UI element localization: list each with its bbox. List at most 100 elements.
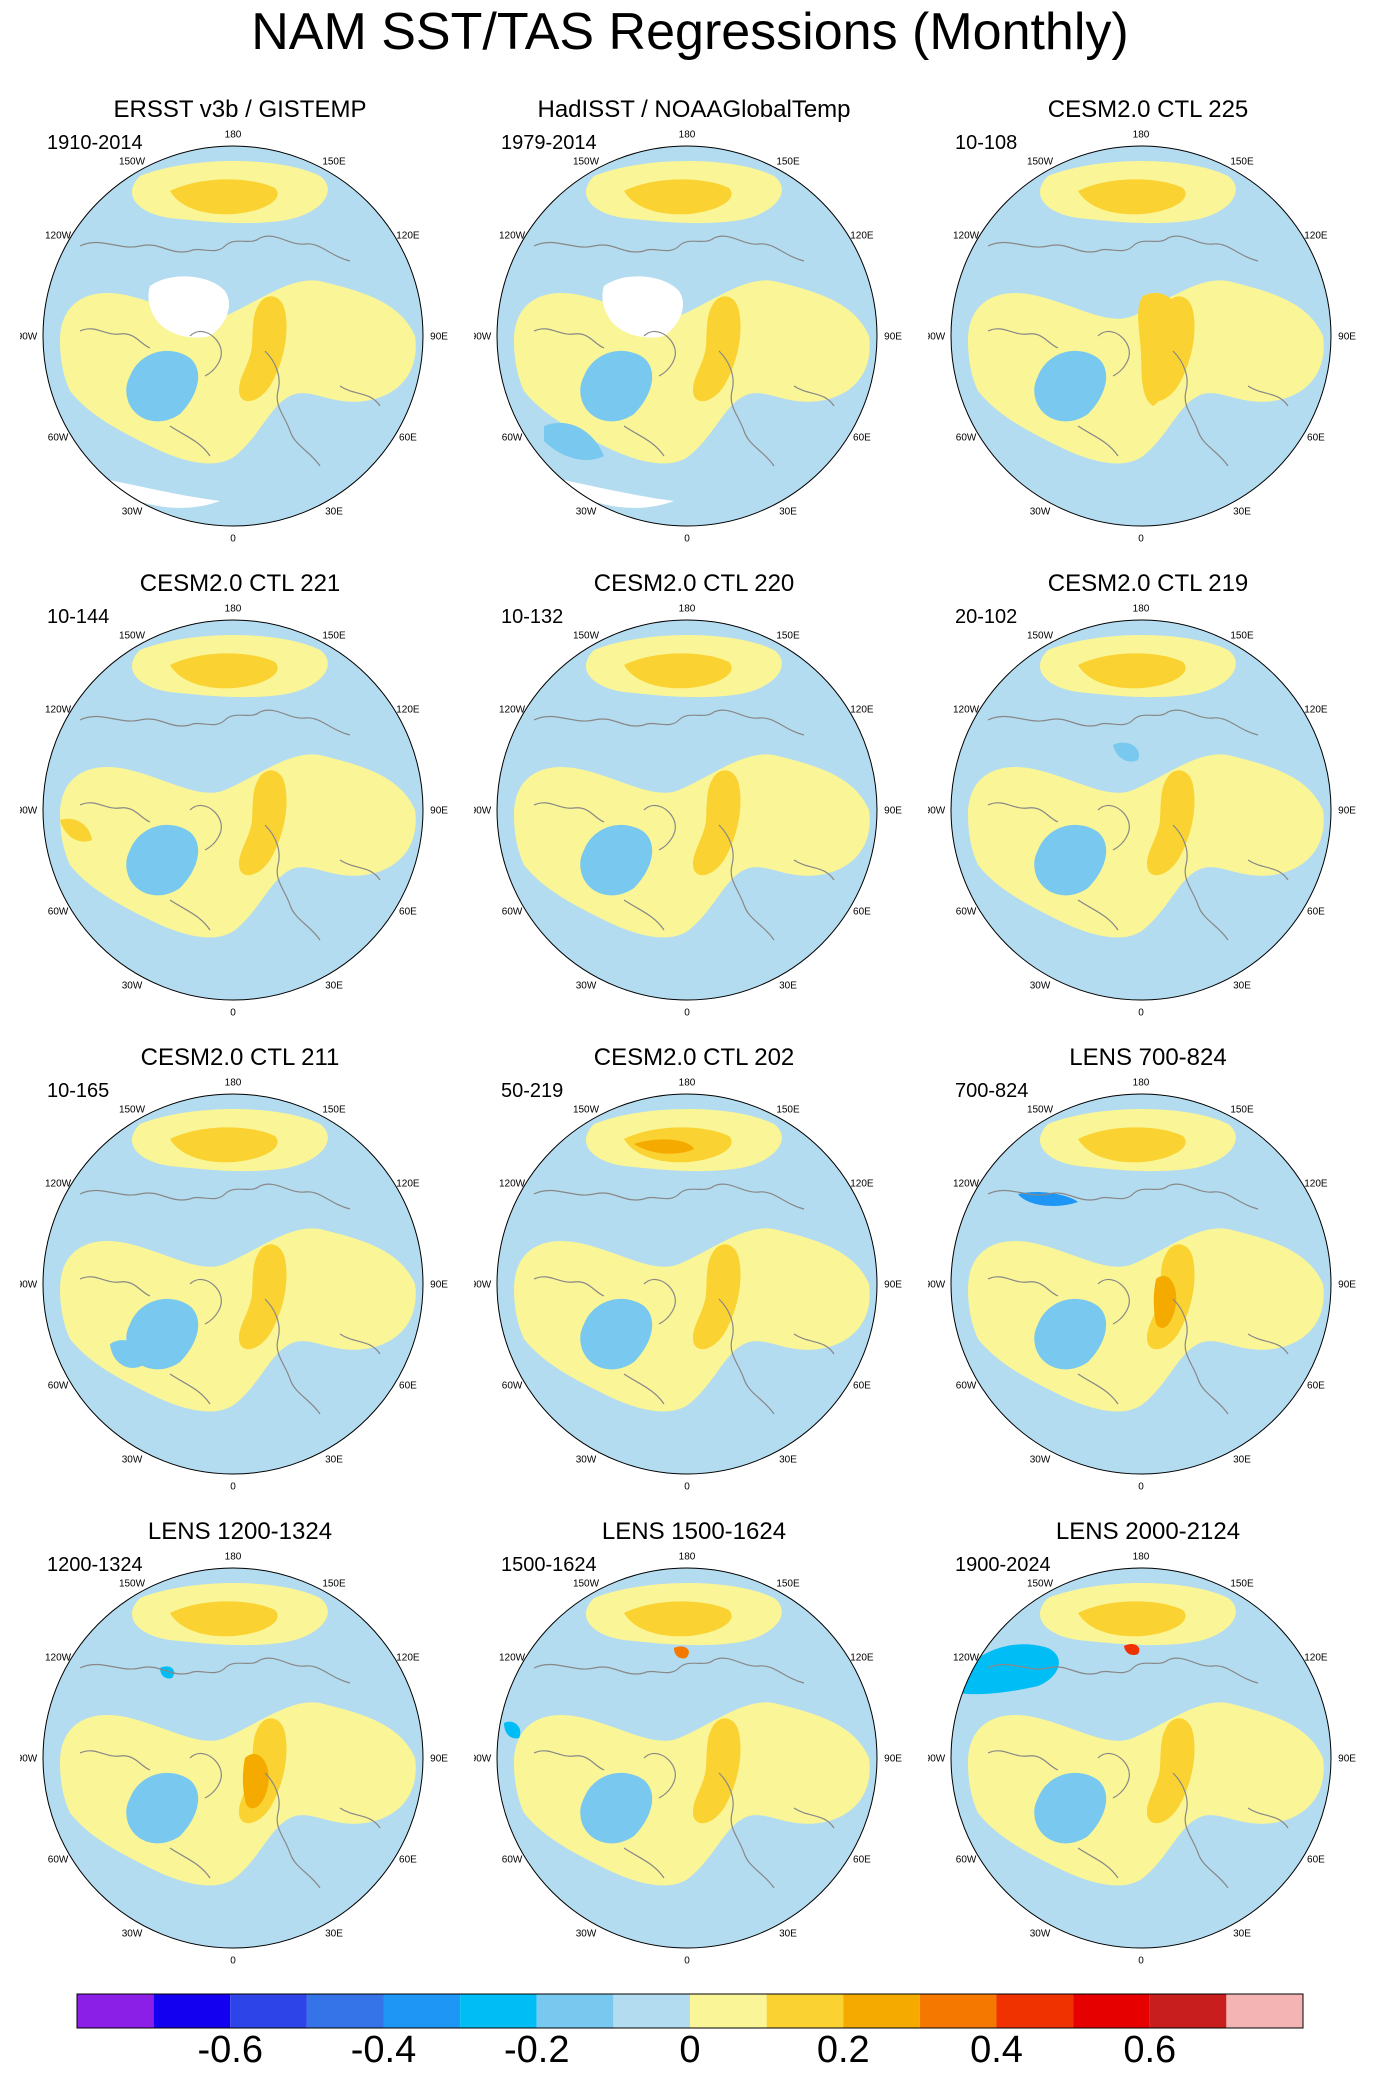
map-border	[496, 619, 878, 1001]
polar-map: 180 150E 120E 90E 60E 30E 0 30W 60W 90W 120W 150W	[928, 1078, 1356, 1493]
map-border	[42, 145, 424, 527]
map-border	[496, 145, 878, 527]
field-contour	[1146, 770, 1195, 876]
field-contour	[987, 725, 1098, 753]
longitude-label: 30W	[576, 1928, 597, 1939]
longitude-label: 150E	[322, 631, 346, 642]
longitude-label: 60W	[48, 1381, 69, 1392]
longitude-label: 120E	[850, 705, 874, 716]
longitude-label: 150W	[1027, 157, 1054, 168]
longitude-label: 150W	[573, 157, 600, 168]
panel-title: CESM2.0 CTL 225	[1047, 96, 1249, 123]
panel-period: 700-824	[955, 1080, 1029, 1102]
panel-title: CESM2.0 CTL 211	[140, 1044, 340, 1071]
map-panel: 180 150E 120E 90E 60E 30E 0 30W 60W 90W 120W 150W LE…	[20, 1518, 460, 1988]
field-contour	[126, 824, 199, 896]
colorbar-tick-label: -0.4	[350, 2029, 417, 2071]
field-contour	[1078, 653, 1186, 689]
longitude-label: 120E	[1304, 1179, 1328, 1190]
panel-period: 1200-1324	[47, 1554, 143, 1576]
longitude-label: 120E	[396, 705, 420, 716]
field-contour	[126, 350, 199, 422]
longitude-label: 120W	[45, 1179, 72, 1190]
longitude-label: 30W	[1030, 506, 1051, 517]
map-border	[950, 1093, 1332, 1475]
longitude-label: 120W	[499, 1179, 526, 1190]
field-contour	[1034, 1772, 1107, 1844]
field-contour	[60, 818, 92, 842]
map-border	[42, 619, 424, 1001]
longitude-label: 60E	[1307, 907, 1325, 918]
colorbar-swatch	[460, 1994, 537, 2028]
longitude-label: 120E	[850, 231, 874, 242]
field-contour	[79, 1673, 190, 1701]
field-contour	[580, 1298, 653, 1370]
longitude-label: 90W	[474, 1280, 492, 1291]
longitude-label: 90W	[474, 806, 492, 817]
longitude-label: 150W	[573, 1579, 600, 1590]
field-contour	[533, 251, 644, 279]
field-contour	[238, 296, 287, 402]
longitude-label: 150W	[1027, 631, 1054, 642]
polar-map: 180 150E 120E 90E 60E 30E 0 30W 60W 90W 120W 150W	[928, 604, 1356, 1019]
longitude-label: 120W	[499, 231, 526, 242]
longitude-label: 0	[230, 1008, 236, 1019]
coastline	[533, 1183, 835, 1415]
field-contour	[170, 179, 278, 215]
panel-period: 50-219	[501, 1080, 564, 1102]
field-contour	[1034, 1298, 1107, 1370]
panel-period: 10-132	[501, 606, 564, 628]
colorbar-swatch	[613, 1994, 690, 2028]
field-contour	[238, 1244, 287, 1350]
longitude-label: 60E	[853, 433, 871, 444]
longitude-label: 30W	[122, 1454, 143, 1465]
field-contour	[1034, 824, 1107, 896]
longitude-label: 30E	[1233, 1454, 1251, 1465]
map-panel: 180 150E 120E 90E 60E 30E 0 30W 60W 90W 120W 150W LE…	[474, 1518, 914, 1988]
map-border	[950, 145, 1332, 527]
longitude-label: 90W	[20, 332, 38, 343]
map-border	[42, 1567, 424, 1949]
longitude-label: 60W	[48, 907, 69, 918]
panel-title: CESM2.0 CTL 220	[593, 570, 795, 597]
longitude-label: 180	[225, 604, 242, 615]
field-contour	[170, 1127, 278, 1163]
longitude-label: 150E	[322, 157, 346, 168]
longitude-label: 90W	[474, 1754, 492, 1765]
longitude-label: 0	[684, 534, 690, 545]
longitude-label: 150E	[1230, 1579, 1254, 1590]
field-contour	[126, 1298, 199, 1370]
longitude-label: 60E	[1307, 433, 1325, 444]
field-contour	[1078, 179, 1186, 215]
longitude-label: 0	[684, 1956, 690, 1967]
field-contour	[79, 1199, 190, 1227]
longitude-label: 90W	[928, 1754, 946, 1765]
map-panel: 180 150E 120E 90E 60E 30E 0 30W 60W 90W 120W 150W CE…	[928, 96, 1368, 566]
longitude-label: 60W	[502, 1855, 523, 1866]
polar-map: 180 150E 120E 90E 60E 30E 0 30W 60W 90W 120W 150W	[928, 1552, 1356, 1967]
longitude-label: 30W	[122, 1928, 143, 1939]
longitude-label: 150E	[776, 1579, 800, 1590]
field-contour	[692, 1244, 741, 1350]
panel-period: 1900-2024	[955, 1554, 1051, 1576]
longitude-label: 30E	[1233, 980, 1251, 991]
field-contour	[110, 1340, 145, 1368]
longitude-label: 30E	[779, 506, 797, 517]
colorbar-tick-label: 0	[679, 2029, 701, 2071]
longitude-label: 60E	[1307, 1381, 1325, 1392]
map-border	[496, 1093, 878, 1475]
longitude-label: 90E	[430, 1280, 448, 1291]
longitude-label: 60E	[399, 907, 417, 918]
longitude-label: 120E	[396, 231, 420, 242]
longitude-label: 90E	[884, 806, 902, 817]
field-contour	[1078, 1601, 1186, 1637]
longitude-label: 90E	[1338, 806, 1356, 817]
longitude-label: 30W	[1030, 1454, 1051, 1465]
colorbar-swatch	[766, 1994, 844, 2028]
longitude-label: 90E	[884, 332, 902, 343]
coastline	[987, 235, 1289, 467]
polar-map: 180 150E 120E 90E 60E 30E 0 30W 60W 90W 120W 150W	[474, 130, 902, 545]
longitude-label: 0	[1138, 1482, 1144, 1493]
longitude-label: 180	[1133, 130, 1150, 141]
longitude-label: 60W	[48, 1855, 69, 1866]
